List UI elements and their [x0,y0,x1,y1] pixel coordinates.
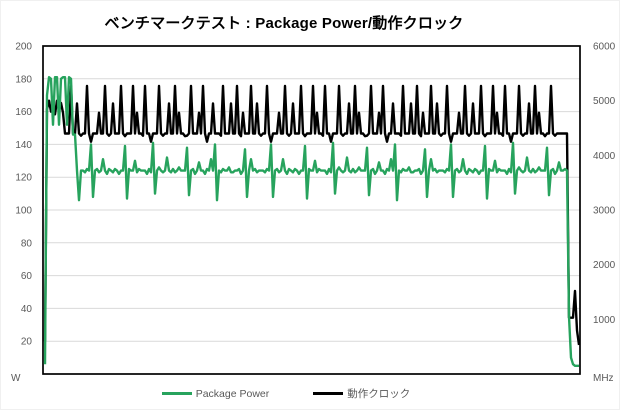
black-line-swatch [313,392,344,395]
right-axis-tick-label: 5000 [593,96,616,107]
axis-unit-left: W [11,373,21,384]
left-axis-tick-label: 180 [15,74,32,85]
left-axis-tick-label: 120 [15,173,32,184]
series-line-package-power [43,75,579,367]
left-axis-tick-label: 20 [21,337,33,348]
legend-label-clock: 動作クロック [347,388,411,400]
legend: Package Power 動作クロック [1,386,571,401]
left-axis-tick-label: 80 [21,238,33,249]
plot-border [42,45,581,375]
left-axis-tick-label: 200 [15,42,32,53]
right-axis-tick-label: 6000 [593,42,616,53]
left-axis-tick-label: 40 [21,304,33,315]
legend-item-clock: 動作クロック [313,386,410,401]
legend-label-package-power: Package Power [195,387,270,400]
green-line-swatch [161,392,192,395]
right-axis-tick-label: 4000 [593,151,616,162]
axis-unit-right: MHz [593,373,614,384]
left-axis-tick-label: 60 [21,271,33,282]
right-axis-tick-label: 1000 [593,315,616,326]
chart-title: ベンチマークテスト : Package Power/動作クロック [104,15,464,32]
series-line-clock [43,84,581,346]
right-axis-tick-label: 3000 [593,206,616,217]
right-axis-tick-label: 2000 [593,260,616,271]
legend-item-package-power: Package Power [161,387,270,400]
left-axis-tick-label: 160 [15,107,32,118]
left-axis-tick-label: 100 [15,206,32,217]
left-axis-tick-label: 140 [15,140,32,151]
